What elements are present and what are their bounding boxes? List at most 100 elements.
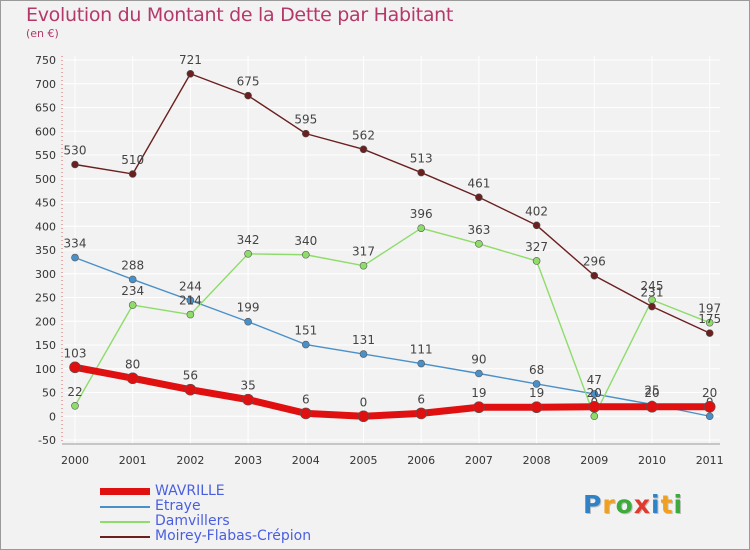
data-point [590,271,599,280]
data-label: 396 [410,207,433,221]
y-tick-label: 250 [35,292,56,305]
data-point [357,410,370,423]
data-label: 234 [121,284,144,298]
y-tick-label: 150 [35,339,56,352]
data-point [417,359,426,368]
data-point [417,224,426,232]
data-label: 340 [294,234,317,248]
logo-letter: o [615,490,634,519]
data-point [703,400,716,413]
data-point [359,145,368,154]
data-point [359,261,368,270]
data-point [532,380,541,388]
x-tick-label: 2000 [61,454,89,467]
y-tick-label: 50 [42,387,56,400]
data-point [301,129,310,138]
data-label: 675 [237,75,260,89]
legend-label: WAVRILLE [155,483,225,499]
data-label: 131 [352,333,375,347]
y-tick-label: 700 [35,78,56,91]
legend-swatch [100,521,150,523]
data-label: 103 [64,346,87,360]
x-tick-label: 2003 [234,454,262,467]
y-tick-label: 550 [35,149,56,162]
legend-label: Etraye [155,498,201,514]
data-label: 317 [352,245,375,259]
data-label: 197 [698,302,721,316]
data-label: 175 [698,312,721,326]
data-label: 296 [583,255,606,269]
logo-letter: i [673,490,684,519]
data-label: 19 [471,386,486,400]
data-point [532,257,541,265]
x-tick-label: 2004 [292,454,320,467]
data-label: 530 [64,144,87,158]
data-label: 214 [179,294,202,308]
data-label: 461 [467,176,490,190]
data-point [590,390,599,398]
data-label: 513 [410,152,433,166]
data-point [588,400,601,413]
data-label: 19 [529,386,544,400]
data-point [705,412,714,421]
data-point [475,193,483,202]
data-label: 327 [525,240,548,254]
data-point [705,329,714,337]
data-label: 35 [240,379,255,393]
data-label: 20 [644,386,659,400]
x-tick-label: 2001 [119,454,147,467]
data-point [186,296,195,305]
legend-label: Damvillers [155,513,230,529]
data-point [71,253,79,262]
data-label: 721 [179,53,202,67]
data-point [648,302,656,311]
logo-letter: r [602,490,616,519]
data-label: 6 [417,392,425,406]
y-tick-label: 350 [35,244,56,257]
data-point [69,361,81,374]
y-tick-label: 400 [35,220,56,233]
data-label: 20 [702,386,717,400]
data-label: 231 [641,286,664,300]
data-point [184,383,197,396]
data-point [301,340,310,349]
legend-swatch [100,488,150,495]
data-label: 245 [641,279,664,293]
data-label: 47 [587,373,602,387]
data-point [590,412,599,421]
data-point [71,401,79,410]
data-label: 342 [237,233,260,247]
series-line [74,363,710,420]
series-line [74,73,710,334]
legend-label: Moirey-Flabas-Crépion [155,528,312,544]
data-label: 562 [352,128,375,142]
data-point [128,301,137,309]
data-point [71,160,79,169]
data-label: 111 [410,343,433,357]
x-tick-label: 2007 [465,454,493,467]
y-tick-label: 500 [35,173,56,186]
y-tick-label: 300 [35,268,56,281]
data-point [359,350,368,358]
x-tick-label: 2005 [350,454,378,467]
y-tick-label: 200 [35,315,56,328]
data-point [473,401,485,414]
data-label: 402 [525,204,548,218]
data-point [186,69,195,78]
data-label: 334 [64,237,87,251]
data-label: 151 [294,324,317,338]
data-point [417,168,426,177]
data-point [532,221,541,230]
y-tick-label: -50 [38,434,56,447]
proxiti-logo: Proxiti [583,490,683,519]
data-point [242,393,254,406]
x-tick-label: 2002 [176,454,204,467]
logo-letter: i [651,490,661,519]
y-tick-label: 750 [35,54,56,67]
data-label: 199 [237,301,260,315]
data-point [475,369,483,378]
data-label: 510 [121,153,144,167]
y-tick-label: 450 [35,197,56,210]
data-point [244,91,252,100]
